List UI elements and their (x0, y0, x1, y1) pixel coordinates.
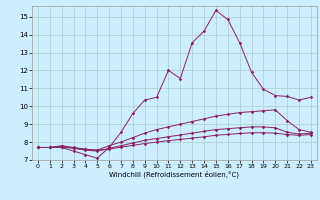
X-axis label: Windchill (Refroidissement éolien,°C): Windchill (Refroidissement éolien,°C) (109, 171, 239, 178)
